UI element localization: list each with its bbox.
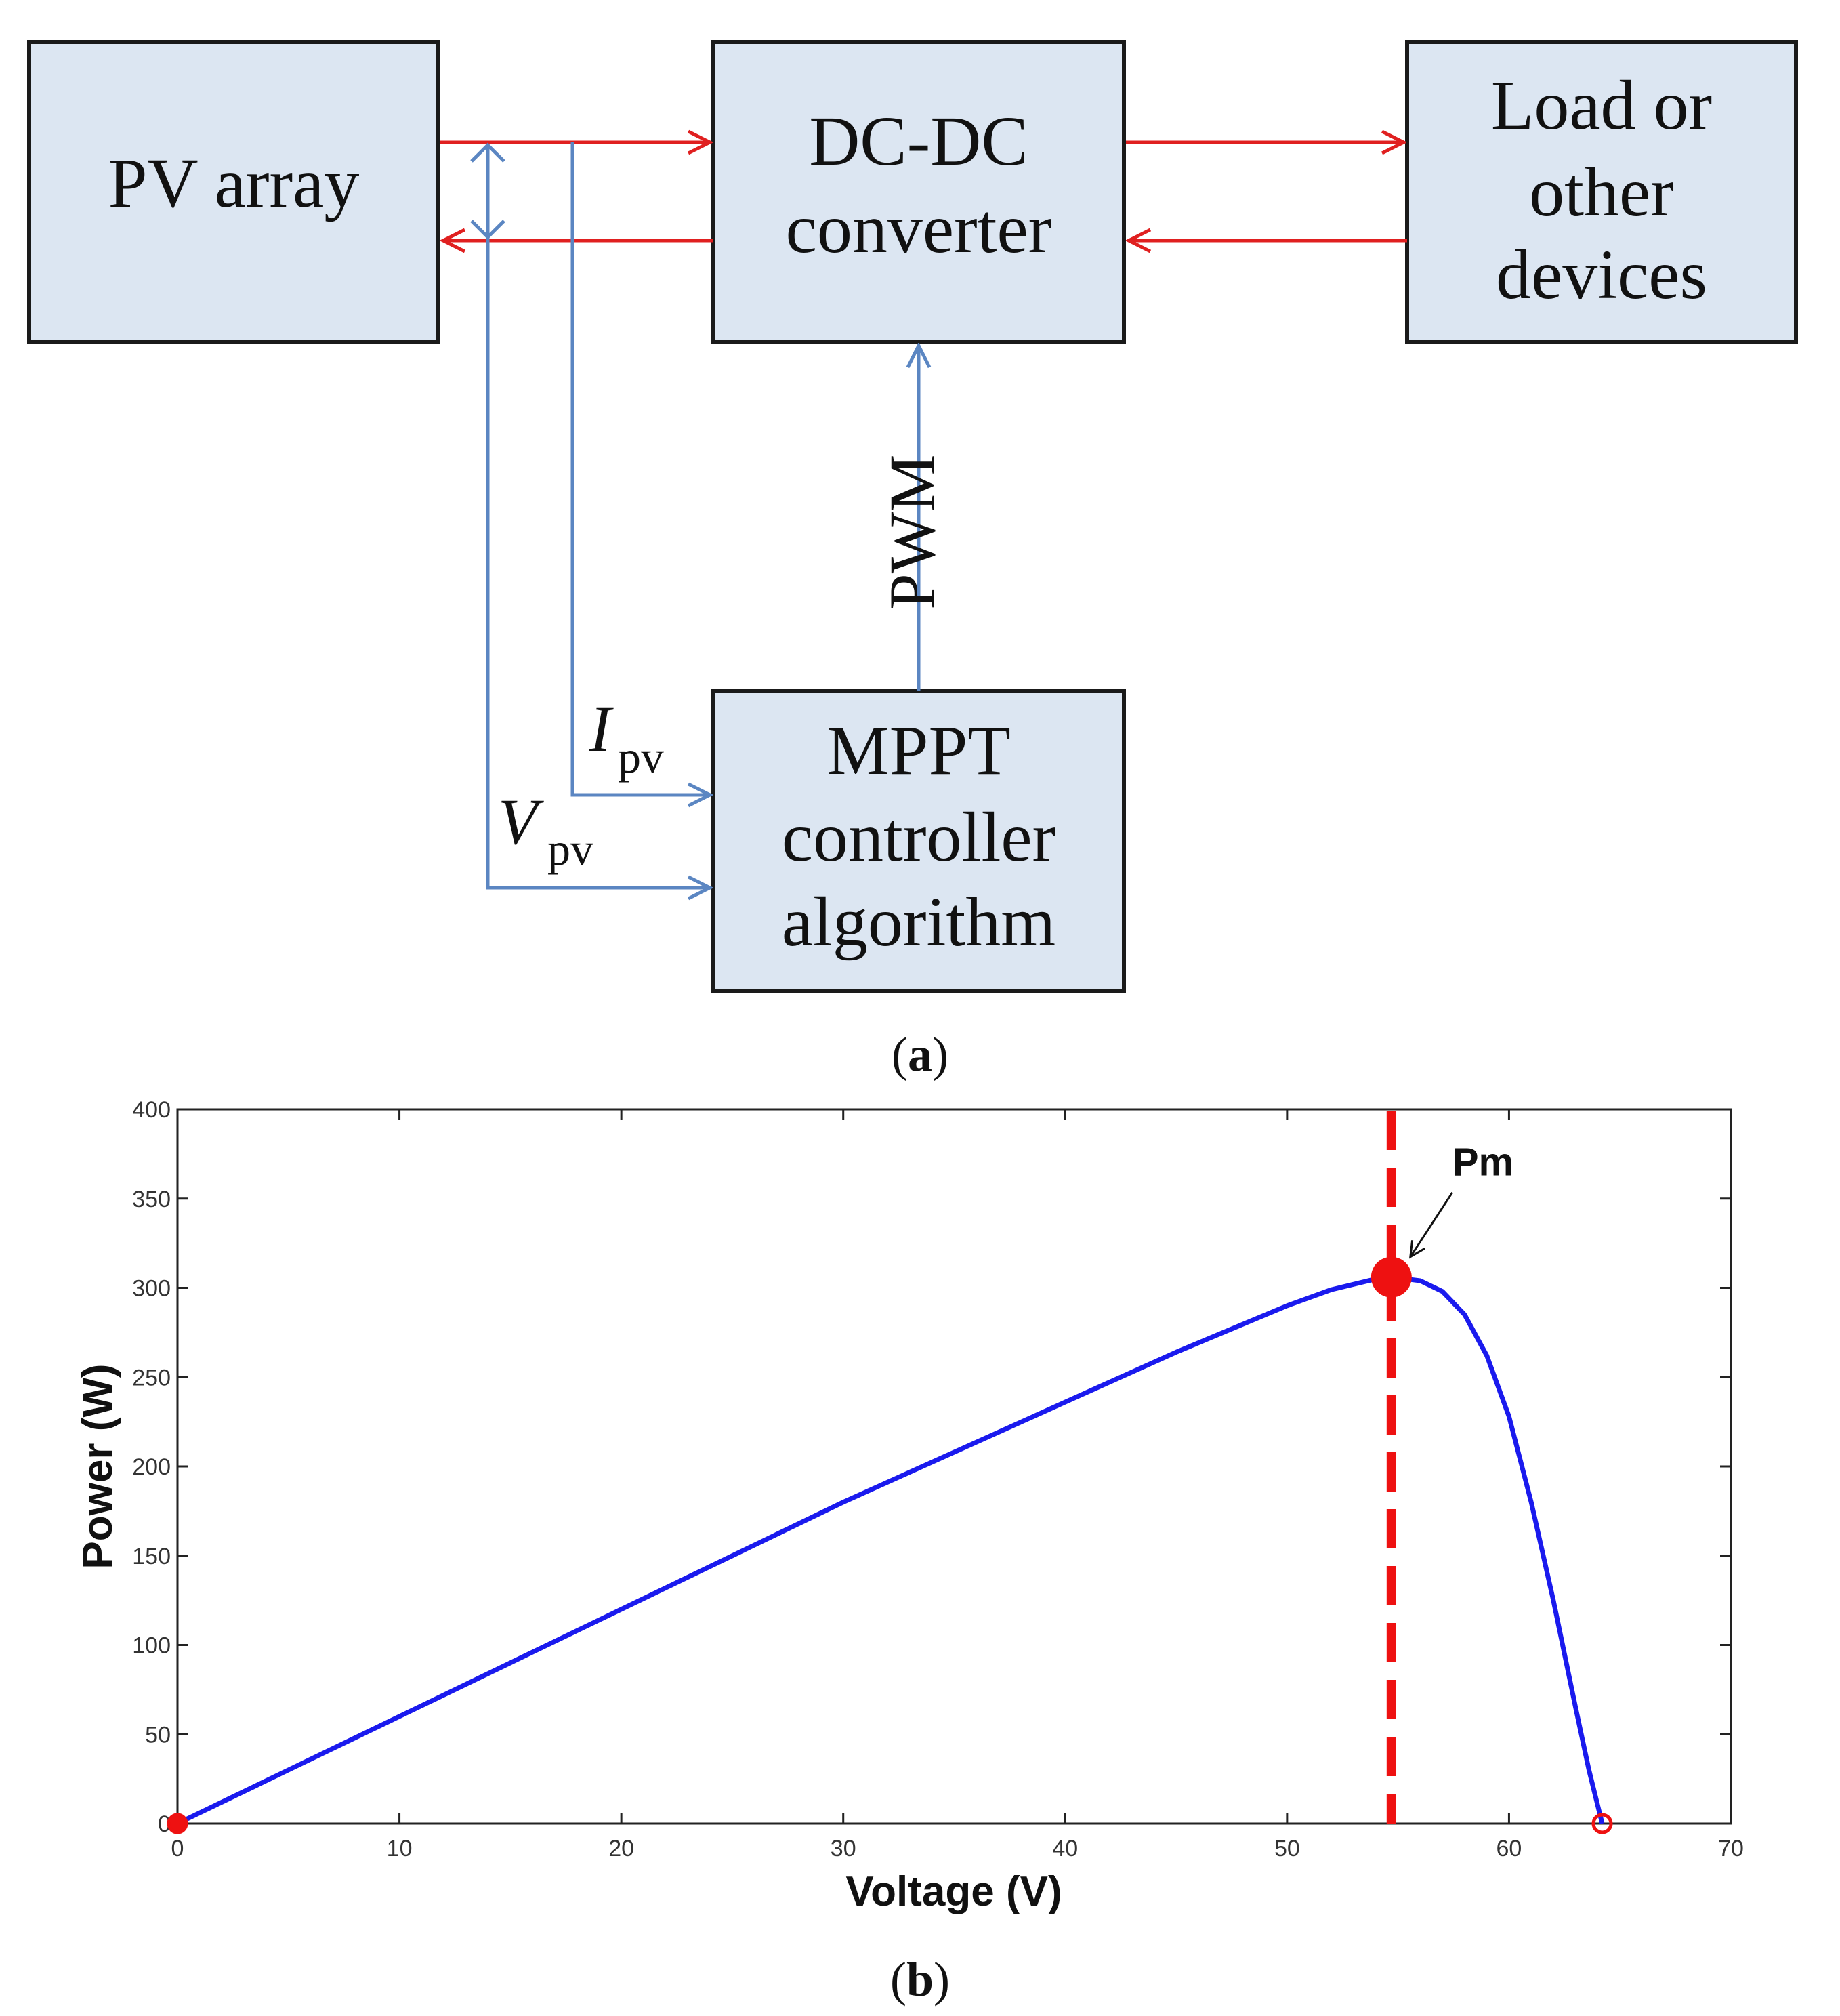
caption-b-open: ( bbox=[890, 1952, 906, 2007]
load-label-line3: devices bbox=[1496, 236, 1707, 314]
y-tick-label: 350 bbox=[132, 1187, 171, 1212]
origin-marker bbox=[167, 1813, 188, 1834]
pv-power-curve bbox=[176, 1275, 1605, 1826]
y-tick-label: 300 bbox=[132, 1276, 171, 1302]
y-tick-label: 100 bbox=[132, 1633, 171, 1659]
x-tick-label: 60 bbox=[1497, 1836, 1522, 1861]
x-tick-label: 70 bbox=[1718, 1836, 1744, 1861]
load-label-line2: other bbox=[1529, 153, 1674, 231]
dc-dc-converter-block: DC-DC converter bbox=[711, 40, 1126, 344]
mppt-label-line2: controller bbox=[782, 798, 1055, 876]
plot-area-frame bbox=[176, 1108, 1732, 1825]
caption-b-letter: b bbox=[906, 1952, 934, 2007]
ipv-label-sub: pv bbox=[618, 731, 664, 783]
load-label-line1: Load or bbox=[1491, 66, 1712, 144]
y-tick-label: 250 bbox=[132, 1365, 171, 1391]
ipv-sense-line bbox=[570, 142, 710, 795]
x-tick-label: 50 bbox=[1274, 1836, 1300, 1861]
x-tick-label: 0 bbox=[171, 1836, 184, 1861]
mpp-marker bbox=[1371, 1256, 1412, 1298]
mppt-label-line3: algorithm bbox=[782, 883, 1055, 961]
x-tick-label: 40 bbox=[1052, 1836, 1078, 1861]
ipv-label: I pv bbox=[589, 693, 664, 783]
block-diagram: PV array DC-DC converter Load or other d… bbox=[27, 40, 1798, 1082]
caption-b: (b) bbox=[890, 1952, 950, 2007]
y-tick-label: 150 bbox=[132, 1544, 171, 1569]
y-tick-label: 50 bbox=[145, 1722, 171, 1748]
caption-a-letter: a bbox=[908, 1027, 932, 1082]
vpv-label-sub: pv bbox=[547, 823, 593, 875]
pv-chart: 0 10 20 30 40 50 60 70 0 50 100 150 200 250 300 350 400… bbox=[75, 1097, 1744, 2007]
x-axis-ticks: 0 10 20 30 40 50 60 70 bbox=[171, 1109, 1744, 1861]
y-axis-label: Power (W) bbox=[75, 1363, 121, 1569]
caption-a: (a) bbox=[892, 1027, 948, 1082]
pwm-label: PWM bbox=[876, 454, 948, 609]
caption-a-close: ) bbox=[932, 1027, 948, 1082]
x-tick-label: 10 bbox=[387, 1836, 413, 1861]
mppt-label-line1: MPPT bbox=[827, 712, 1011, 789]
vpv-label: V pv bbox=[498, 785, 593, 875]
converter-label-line2: converter bbox=[786, 190, 1052, 268]
mppt-controller-block: MPPT controller algorithm bbox=[711, 689, 1126, 993]
vpv-label-main: V bbox=[498, 785, 544, 858]
pm-annotation-arrow bbox=[1408, 1191, 1454, 1259]
voc-marker bbox=[1591, 1813, 1613, 1834]
pv-array-label: PV array bbox=[108, 144, 360, 222]
caption-b-close: ) bbox=[934, 1952, 950, 2007]
pm-annotation-label: Pm bbox=[1452, 1140, 1513, 1185]
y-tick-label: 0 bbox=[158, 1811, 171, 1837]
x-tick-label: 20 bbox=[608, 1836, 634, 1861]
x-axis-label: Voltage (V) bbox=[845, 1868, 1062, 1915]
y-axis-ticks: 0 50 100 150 200 250 300 350 400 bbox=[132, 1097, 1731, 1837]
vpv-sense-line bbox=[486, 194, 710, 888]
caption-a-open: ( bbox=[892, 1027, 908, 1082]
converter-label-line1: DC-DC bbox=[809, 102, 1028, 180]
load-block: Load or other devices bbox=[1405, 40, 1798, 344]
x-tick-label: 30 bbox=[831, 1836, 856, 1861]
pv-array-block: PV array bbox=[27, 40, 440, 344]
ipv-label-main: I bbox=[589, 693, 614, 765]
y-tick-label: 400 bbox=[132, 1097, 171, 1123]
y-tick-label: 200 bbox=[132, 1454, 171, 1480]
